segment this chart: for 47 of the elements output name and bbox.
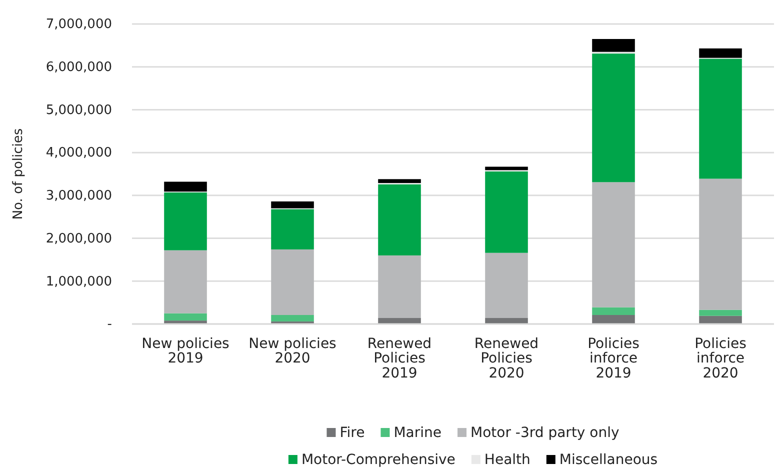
bar: [699, 316, 742, 324]
legend-label: Miscellaneous: [559, 452, 658, 468]
bar: [378, 318, 421, 324]
y-axis-title: No. of policies: [11, 128, 26, 220]
x-tick-label: New policies 2020: [248, 336, 336, 367]
y-tick-label: 3,000,000: [46, 188, 112, 204]
bar: [271, 315, 314, 322]
legend-label: Motor-Comprehensive: [301, 452, 456, 468]
bar: [699, 48, 742, 58]
legend-label: Health: [484, 452, 530, 468]
bar: [378, 179, 421, 183]
bar: [699, 58, 742, 179]
y-tick-label: 5,000,000: [46, 102, 112, 118]
bar: [164, 313, 207, 321]
y-tick-label: 1,000,000: [46, 274, 112, 290]
bar: [164, 250, 207, 314]
bar: [699, 178, 742, 310]
legend-label: Marine: [394, 425, 442, 441]
y-tick-label: 4,000,000: [46, 146, 112, 161]
bar: [592, 39, 635, 52]
bar: [164, 192, 207, 250]
bar: [592, 315, 635, 324]
x-tick-label: Policies inforce 2019: [588, 336, 640, 382]
y-tick-label: -: [107, 317, 112, 332]
bar: [164, 182, 207, 192]
bar: [271, 249, 314, 315]
bar: [592, 54, 635, 182]
legend-label: Fire: [340, 425, 365, 441]
legend-label: Motor -3rd party only: [470, 425, 620, 441]
x-tick-label: Policies inforce 2020: [694, 336, 746, 382]
y-tick-label: 7,000,000: [46, 17, 112, 32]
bar: [271, 209, 314, 250]
bar: [485, 252, 528, 318]
bar: [485, 171, 528, 253]
y-tick-label: 6,000,000: [46, 60, 112, 76]
bar: [271, 201, 314, 208]
bar: [378, 255, 421, 318]
x-tick-label: Renewed Policies 2020: [474, 336, 539, 382]
x-tick-label: Renewed Policies 2019: [367, 336, 432, 382]
bar: [592, 182, 635, 308]
x-tick-label: New policies 2019: [142, 336, 230, 367]
bar: [699, 310, 742, 316]
bar: [485, 318, 528, 324]
bar: [592, 307, 635, 315]
bar: [485, 166, 528, 170]
y-tick-label: 2,000,000: [46, 231, 112, 246]
bar: [378, 184, 421, 256]
